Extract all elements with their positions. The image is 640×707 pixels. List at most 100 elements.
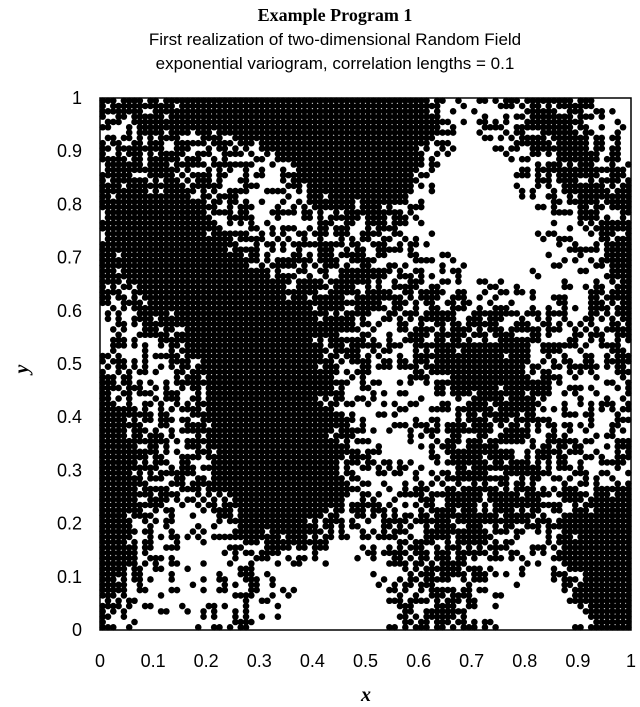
- data-point: [157, 288, 165, 296]
- data-point: [481, 278, 489, 285]
- data-point: [147, 214, 154, 221]
- data-point: [131, 570, 138, 578]
- data-point: [99, 512, 106, 519]
- data-point: [141, 326, 149, 333]
- data-point: [508, 448, 515, 456]
- data-point: [402, 235, 409, 243]
- data-point: [147, 267, 154, 275]
- data-point: [147, 602, 154, 610]
- data-point: [205, 299, 213, 307]
- data-point: [200, 331, 207, 339]
- data-point: [200, 118, 207, 126]
- data-point: [210, 134, 218, 142]
- data-point: [317, 400, 324, 408]
- data-point: [423, 421, 430, 429]
- data-point: [120, 592, 128, 599]
- data-point: [216, 352, 223, 360]
- data-point: [163, 437, 170, 445]
- data-point: [131, 501, 138, 509]
- data-point: [125, 251, 133, 259]
- data-point: [120, 246, 128, 253]
- data-point: [141, 129, 149, 136]
- data-point: [152, 139, 160, 147]
- data-point: [99, 187, 106, 195]
- data-point: [131, 187, 138, 195]
- data-point: [168, 187, 175, 195]
- data-point: [131, 496, 138, 503]
- data-point: [168, 395, 175, 402]
- data-point: [364, 331, 372, 339]
- data-point: [205, 437, 213, 445]
- data-point: [210, 368, 218, 376]
- data-point: [189, 304, 197, 312]
- data-point: [136, 209, 144, 216]
- data-point: [125, 437, 133, 445]
- data-point: [184, 304, 191, 312]
- data-point: [179, 278, 186, 285]
- data-point: [120, 411, 128, 418]
- data-point: [152, 235, 160, 243]
- data-point: [210, 219, 218, 227]
- data-point: [221, 155, 229, 163]
- data-point: [120, 299, 128, 307]
- data-point: [226, 475, 234, 482]
- data-point: [120, 491, 128, 498]
- data-point: [173, 134, 181, 142]
- data-point: [179, 315, 186, 323]
- data-point: [216, 512, 223, 519]
- data-point: [120, 613, 128, 620]
- data-point: [104, 453, 112, 461]
- data-point: [179, 198, 186, 206]
- data-point: [396, 230, 404, 237]
- data-point: [115, 475, 122, 482]
- data-point: [99, 171, 106, 179]
- data-point: [104, 209, 112, 216]
- data-point: [163, 421, 170, 429]
- data-point: [125, 400, 133, 408]
- data-point: [131, 230, 138, 237]
- data-point: [216, 139, 223, 147]
- data-point: [147, 576, 154, 583]
- data-point: [147, 485, 154, 493]
- data-point: [109, 326, 117, 333]
- data-point: [210, 395, 218, 402]
- data-point: [168, 155, 175, 163]
- data-point: [216, 294, 223, 301]
- data-point: [263, 219, 271, 227]
- data-point: [131, 315, 138, 323]
- data-point: [157, 214, 165, 221]
- data-point: [173, 166, 181, 174]
- data-point: [194, 379, 202, 386]
- data-point: [194, 171, 202, 179]
- data-point: [157, 459, 165, 466]
- data-point: [205, 379, 213, 386]
- data-point: [205, 416, 213, 424]
- data-point: [168, 416, 175, 424]
- data-point: [179, 113, 186, 120]
- data-point: [163, 134, 170, 142]
- data-point: [141, 528, 149, 535]
- data-point: [173, 262, 181, 269]
- data-point: [242, 198, 250, 206]
- data-point: [216, 209, 223, 216]
- data-point: [444, 469, 452, 477]
- data-point: [205, 358, 213, 365]
- data-point: [221, 533, 229, 541]
- data-point: [179, 602, 186, 610]
- data-point: [189, 384, 197, 392]
- data-point: [194, 182, 202, 190]
- data-point: [163, 262, 170, 269]
- data-point: [168, 405, 175, 413]
- data-point: [125, 219, 133, 227]
- data-point: [444, 150, 452, 158]
- data-point: [221, 113, 229, 120]
- data-point: [115, 549, 122, 557]
- data-point: [147, 528, 154, 535]
- data-point: [99, 374, 106, 381]
- data-point: [163, 118, 170, 126]
- data-point: [455, 267, 462, 275]
- data-point: [205, 427, 213, 434]
- data-point: [189, 294, 197, 301]
- data-point: [115, 102, 122, 110]
- data-point: [189, 331, 197, 339]
